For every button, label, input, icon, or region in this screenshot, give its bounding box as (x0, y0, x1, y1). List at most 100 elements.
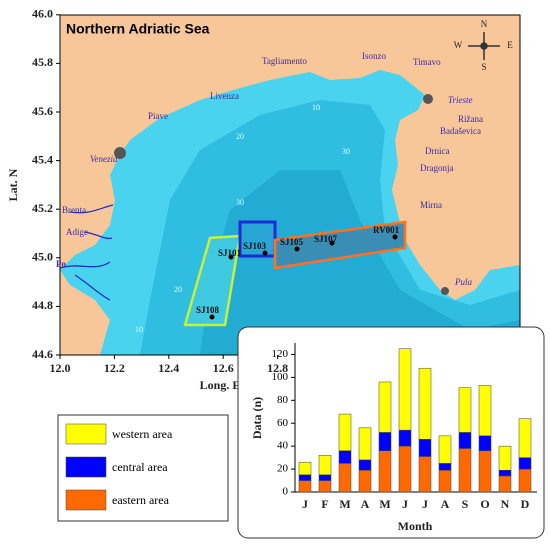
place-label: Mirna (420, 200, 442, 210)
place-label: Livenza (210, 91, 239, 101)
y-tick-label: 44.6 (32, 347, 53, 361)
compass-label: W (454, 40, 463, 50)
contour-label: 10 (135, 325, 143, 334)
bar-segment (358, 469, 372, 493)
place-label: Isonzo (362, 51, 386, 61)
compass-label: E (507, 40, 513, 50)
place-label: Drnica (425, 146, 450, 156)
bar-segment (438, 463, 452, 471)
bar-segment (498, 469, 512, 477)
station (329, 240, 335, 246)
x-tick-label: N (501, 497, 510, 511)
bar-segment (518, 457, 532, 470)
bar-segment (298, 461, 312, 476)
contour-label: 30 (342, 147, 350, 156)
y-tick-label: 46.0 (32, 7, 53, 21)
x-tick-label: A (441, 497, 450, 511)
place-label: Tagliamento (262, 56, 307, 66)
place-label: Timavo (413, 57, 441, 67)
chart-y-label: Data (n) (250, 397, 264, 439)
bar-segment (418, 439, 432, 457)
station-label: SJ107 (314, 234, 338, 244)
bar-segment (458, 448, 472, 493)
station (262, 250, 268, 256)
central-area (238, 220, 277, 258)
y-tick-label: 120 (272, 348, 289, 360)
x-tick-label: J (302, 497, 308, 511)
place-label: Rižana (458, 114, 483, 124)
x-tick-label: M (339, 497, 350, 511)
y-tick-label: 40 (277, 440, 289, 452)
bar-segment (418, 367, 432, 440)
place-label: Venezia (90, 154, 118, 164)
bar-segment (458, 432, 472, 449)
y-tick-label: 45.2 (32, 201, 53, 215)
y-axis-label: Lat. N (6, 168, 20, 201)
bar-segment (478, 435, 492, 451)
bar-segment (438, 469, 452, 493)
x-tick-label: F (321, 497, 328, 511)
x-tick-label: 12.2 (104, 361, 125, 375)
x-tick-label: 12.0 (50, 361, 71, 375)
bar-segment (498, 475, 512, 493)
city (441, 287, 449, 295)
bar-segment (338, 450, 352, 464)
bar-segment (478, 385, 492, 437)
y-tick-label: 20 (277, 463, 289, 475)
station-label: SJ101 (218, 248, 242, 258)
bar-segment (298, 480, 312, 493)
station (209, 314, 215, 320)
x-axis-label: Long. E (200, 378, 241, 392)
y-tick-label: 45.0 (32, 250, 53, 264)
place-label: Pula (454, 277, 472, 287)
rivers (59, 204, 114, 301)
x-tick-label: M (379, 497, 390, 511)
map-title: Northern Adriatic Sea (66, 21, 210, 37)
x-tick-label: S (462, 497, 469, 511)
deeper-sea (200, 170, 520, 355)
bar-segment (398, 348, 412, 431)
compass-label: S (481, 62, 486, 72)
station (294, 246, 300, 252)
x-tick-label: J (422, 497, 428, 511)
place-label: Badaševica (440, 126, 481, 136)
y-tick-label: 45.4 (32, 152, 53, 166)
y-tick-label: 45.6 (32, 104, 53, 118)
station-label: SJ105 (280, 237, 304, 247)
place-label: Piave (148, 111, 168, 121)
contour-label: 20 (236, 132, 244, 141)
bar-segment (378, 432, 392, 451)
place-label: Brenta (62, 205, 86, 215)
x-tick-label: J (402, 497, 408, 511)
x-tick-label: D (521, 497, 530, 511)
bar-segment (378, 381, 392, 433)
bar-segment (318, 474, 332, 481)
bar-segment (298, 474, 312, 481)
bar-segment (518, 418, 532, 458)
x-tick-label: 12.4 (158, 361, 179, 375)
x-tick-label: 12.8 (267, 361, 288, 375)
chart-x-label: Month (398, 519, 433, 533)
legend-swatch (65, 423, 107, 445)
bar-segment (338, 463, 352, 493)
place-label: Dragonja (420, 163, 454, 173)
place-label: Trieste (448, 95, 473, 105)
eastern-area (273, 220, 407, 270)
bar-segment (358, 427, 372, 461)
x-tick-label: O (480, 497, 489, 511)
bar-segment (318, 455, 332, 476)
compass (468, 32, 500, 60)
legend-swatch (65, 456, 107, 478)
x-tick-label: A (361, 497, 370, 511)
station (392, 234, 398, 240)
city (423, 94, 433, 104)
contour-label: 10 (312, 103, 320, 112)
bar-segment (338, 413, 352, 451)
compass-label: N (481, 19, 488, 29)
legend-label: western area (112, 427, 173, 441)
y-tick-label: 100 (272, 371, 289, 383)
bar-segment (398, 445, 412, 493)
bar-segment (438, 435, 452, 464)
bar-segment (458, 387, 472, 433)
station-label: RV001 (373, 225, 400, 235)
